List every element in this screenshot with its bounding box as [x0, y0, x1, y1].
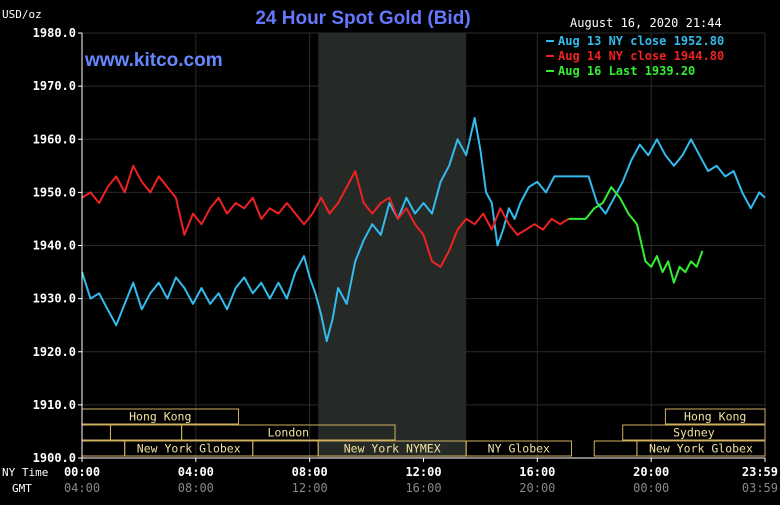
- market-session-box: [465, 440, 572, 457]
- series-line-2: [81, 164, 570, 268]
- gmt-label: GMT: [12, 482, 32, 495]
- x-tick-label-gmt: 20:00: [519, 481, 555, 495]
- x-tick-label-gmt: 04:00: [64, 481, 100, 495]
- x-tick-label-ny: 04:00: [178, 465, 214, 479]
- market-session-label: New York Globex: [649, 442, 753, 456]
- market-session-box: [181, 424, 396, 441]
- market-sessions: Hong Kong London New York Globex New York N…: [81, 408, 766, 457]
- x-tick-label-ny: 16:00: [519, 465, 555, 479]
- y-tick-label: 1970.0: [33, 79, 76, 93]
- x-tick-label-gmt: 03:59: [742, 481, 778, 495]
- ny-time-label: NY Time: [2, 466, 48, 479]
- market-session-box: [636, 440, 766, 457]
- y-tick-label: 1900.0: [33, 451, 76, 465]
- y-tick-label: 1940.0: [33, 239, 76, 253]
- x-tick-label-gmt: 16:00: [405, 481, 441, 495]
- x-tick-label-ny: 08:00: [292, 465, 328, 479]
- y-tick-label: 1930.0: [33, 292, 76, 306]
- legend-entry: Aug 16 Last 1939.20: [558, 64, 695, 78]
- watermark-text: www.kitco.com: [84, 50, 223, 71]
- axes: 1980.0 1970.0 1960.0 1950.0 1940.0 1930.0 1920…: [33, 26, 778, 495]
- x-tick-label-ny: 12:00: [405, 465, 441, 479]
- series-line-3: [568, 186, 704, 284]
- y-tick-label: 1980.0: [33, 26, 76, 40]
- x-tick-label-gmt: 00:00: [633, 481, 669, 495]
- market-session-box: [664, 408, 766, 425]
- legend-entry: Aug 13 NY close 1952.80: [558, 34, 724, 48]
- market-session-label: Hong Kong: [684, 410, 746, 424]
- market-session-label: Hong Kong: [129, 410, 191, 424]
- x-tick-label-ny: 23:59: [742, 465, 778, 479]
- chart-title: 24 Hour Spot Gold (Bid): [255, 8, 470, 29]
- y-tick-label: 1960.0: [33, 132, 76, 146]
- x-tick-label-ny: 00:00: [64, 465, 100, 479]
- x-tick-label-gmt: 08:00: [178, 481, 214, 495]
- market-session-label: NY Globex: [488, 442, 550, 456]
- y-tick-label: 1950.0: [33, 185, 76, 199]
- timestamp: August 16, 2020 21:44: [570, 16, 722, 30]
- series-line-1: [81, 117, 766, 343]
- market-session-label: New York NYMEX: [344, 442, 441, 456]
- legend-entry: Aug 14 NY close 1944.80: [558, 49, 724, 63]
- y-tick-label: 1920.0: [33, 345, 76, 359]
- series-lines: [81, 117, 766, 343]
- x-tick-label-ny: 20:00: [633, 465, 669, 479]
- y-tick-label: 1910.0: [33, 398, 76, 412]
- x-tick-label-gmt: 12:00: [292, 481, 328, 495]
- market-session-label: New York Globex: [137, 442, 241, 456]
- y-axis-label: USD/oz: [2, 8, 42, 21]
- market-session-box: [622, 424, 766, 441]
- market-session-label: London: [268, 426, 310, 440]
- market-session-label: Sydney: [673, 426, 715, 440]
